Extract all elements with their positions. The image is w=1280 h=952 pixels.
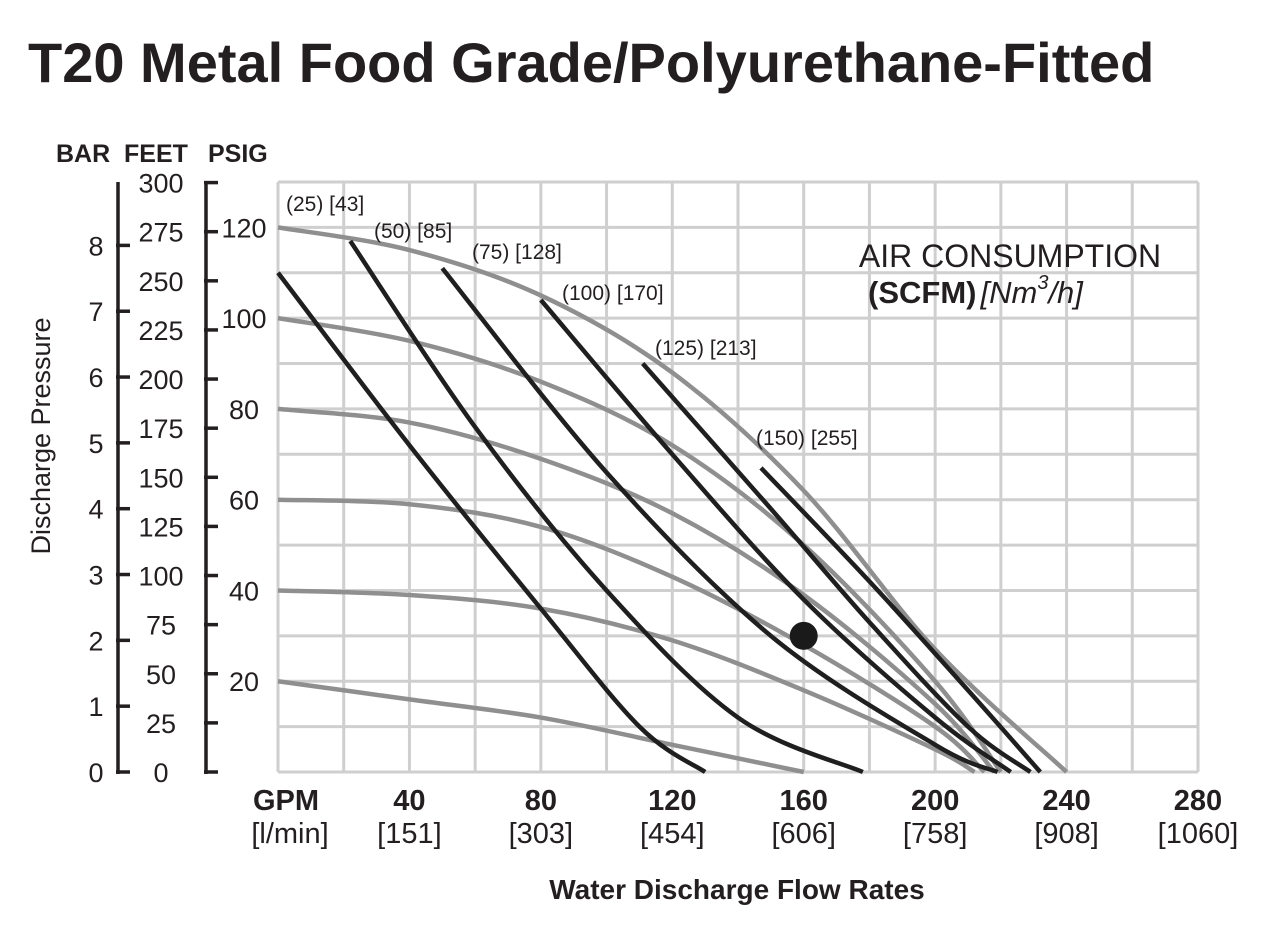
air-consumption-curves [276, 239, 1042, 775]
air-curve-label: (125) [213] [655, 337, 757, 360]
x-tick-metric-label: [908] [1034, 818, 1099, 850]
psig-tick-label: 40 [229, 576, 259, 606]
pressure-curve [277, 225, 1069, 774]
axes [116, 180, 218, 774]
operating-point-marker [789, 621, 818, 650]
feet-tick-label: 75 [146, 611, 176, 641]
psig-tick-label: 120 [221, 213, 266, 243]
x-tick-label: 280 [1174, 785, 1222, 817]
air-consumption-curve [759, 466, 1042, 774]
feet-tick-label: 150 [138, 463, 183, 493]
pressure-curve [277, 679, 805, 775]
chart-title: T20 Metal Food Grade/Polyurethane-Fitted [28, 31, 1154, 94]
feet-tick-label: 125 [138, 512, 183, 542]
x-tick-metric-label: [1060] [1158, 818, 1239, 850]
air-curve-label: (50) [85] [374, 220, 452, 243]
air-consumption-curve [539, 298, 1013, 774]
nm3-unit: [Nm [979, 275, 1037, 310]
bar-tick-label: 0 [88, 758, 103, 788]
feet-tick-label: 50 [146, 660, 176, 690]
x-tick-metric-label: [151] [377, 818, 442, 850]
x-tick-metric-label: [758] [903, 818, 968, 850]
air-curve-label: (25) [43] [286, 193, 364, 216]
bar-tick-label: 1 [88, 692, 103, 722]
x-tick-label: 200 [911, 785, 959, 817]
air-curve-label: (100) [170] [562, 282, 664, 305]
bar-tick-label: 6 [88, 363, 103, 393]
pressure-curve [277, 315, 1003, 774]
air-consumption-curve [440, 266, 999, 775]
feet-tick-label: 200 [138, 365, 183, 395]
psig-tick-label: 20 [229, 667, 259, 697]
scfm-unit: (SCFM) [868, 275, 976, 310]
pressure-curve [277, 406, 996, 774]
feet-tick-label: 25 [146, 709, 176, 739]
feet-tick-label: 175 [138, 414, 183, 444]
feet-tick-label: 100 [138, 562, 183, 592]
feet-tick-label: 275 [138, 218, 183, 248]
x-unit-lpm-label: [l/min] [251, 818, 328, 850]
feet-tick-label: 300 [138, 169, 183, 199]
air-curve-label: (75) [128] [472, 241, 562, 264]
feet-tick-label: 250 [138, 267, 183, 297]
grid [276, 180, 1200, 774]
pressure-curve [277, 588, 976, 774]
air-consumption-curve [276, 271, 707, 774]
x-tick-label: 160 [780, 785, 828, 817]
nm3-superscript: 3 [1037, 272, 1048, 294]
y-axis-label: Discharge Pressure [26, 317, 56, 554]
tick-labels: 0123456780255075100125150175200225250275… [88, 169, 1238, 850]
x-axis-label: Water Discharge Flow Rates [549, 874, 925, 905]
air-consumption-legend: AIR CONSUMPTION (SCFM) [Nm3/h] [859, 238, 1161, 310]
air-consumption-units: (SCFM) [Nm3/h] [868, 272, 1084, 310]
bar-unit-header: BAR [56, 140, 110, 168]
bar-tick-label: 7 [88, 297, 103, 327]
x-tick-metric-label: [303] [509, 818, 574, 850]
air-consumption-curve [641, 362, 1032, 774]
feet-tick-label: 225 [138, 316, 183, 346]
bar-tick-label: 3 [88, 561, 103, 591]
bar-tick-label: 8 [88, 231, 103, 261]
x-tick-label: 40 [393, 785, 425, 817]
pressure-curves [277, 225, 1069, 775]
psig-unit-header: PSIG [208, 140, 268, 168]
feet-unit-header: FEET [124, 140, 188, 168]
psig-tick-label: 60 [229, 486, 259, 516]
x-tick-metric-label: [454] [640, 818, 705, 850]
x-tick-metric-label: [606] [771, 818, 836, 850]
pressure-curve [277, 497, 986, 774]
x-tick-label: 120 [648, 785, 696, 817]
bar-tick-label: 4 [88, 495, 103, 525]
nm3-unit-end: /h] [1046, 275, 1084, 310]
x-unit-gpm-label: GPM [253, 785, 319, 817]
psig-tick-label: 80 [229, 395, 259, 425]
x-tick-label: 80 [525, 785, 557, 817]
air-consumption-title: AIR CONSUMPTION [859, 238, 1161, 274]
x-tick-label: 240 [1042, 785, 1090, 817]
bar-tick-label: 5 [88, 429, 103, 459]
psig-tick-label: 100 [221, 304, 266, 334]
bar-tick-label: 2 [88, 626, 103, 656]
air-consumption-curve [348, 239, 864, 775]
feet-tick-label: 0 [153, 758, 168, 788]
air-curve-label: (150) [255] [756, 427, 858, 450]
